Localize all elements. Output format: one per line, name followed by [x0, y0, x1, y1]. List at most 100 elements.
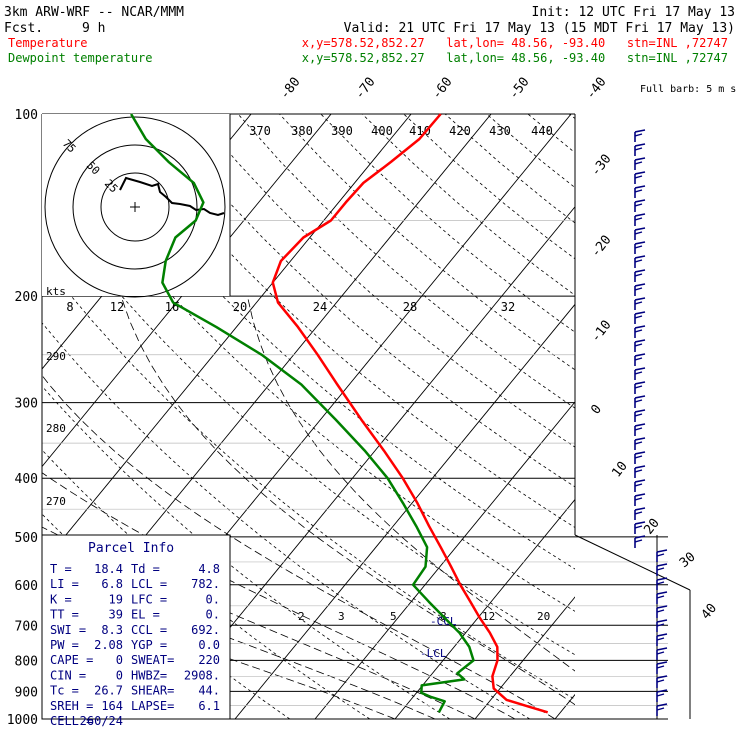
wind-barb	[634, 423, 646, 427]
temperature-tick-label: -30	[588, 152, 614, 180]
wind-barb	[656, 595, 665, 599]
parcel-info-cell: 0	[116, 668, 123, 682]
wind-barb	[656, 689, 668, 693]
parcel-info-cell: EL =	[131, 608, 160, 622]
hodograph-axis-label: 28	[403, 300, 417, 314]
isotherm-line	[234, 303, 575, 719]
forecast-hours: 9 h	[82, 21, 105, 36]
hodograph-axis-label: 12	[110, 300, 124, 314]
dry-adiabat	[486, 114, 575, 189]
isotherm-line	[554, 693, 575, 719]
wind-barb	[634, 199, 646, 203]
temperature-tick-label: 0	[588, 402, 605, 417]
parcel-info-cell: 0.0	[198, 638, 220, 652]
isotherm-line	[474, 596, 575, 719]
wind-barb	[634, 525, 643, 529]
theta-top-label: 440	[531, 124, 553, 138]
parcel-info-cell: HWBZ=	[131, 668, 167, 682]
sounding-profiles	[130, 113, 549, 714]
wind-barb	[656, 581, 665, 585]
parcel-info-cell: 692.	[191, 623, 220, 637]
wind-barb	[634, 511, 643, 515]
parcel-info-cell: TT =	[50, 608, 79, 622]
wind-barb	[634, 367, 646, 371]
pressure-tick-label: 1000	[7, 713, 38, 728]
theta-top-label: 370	[249, 124, 271, 138]
hodograph-ring	[100, 172, 170, 242]
wind-barb	[634, 273, 643, 277]
parcel-info-cell: 0.	[206, 608, 220, 622]
wind-barb	[634, 203, 643, 207]
wind-barb	[656, 567, 665, 571]
dry-adiabat	[444, 114, 575, 224]
dry-adiabat	[611, 114, 740, 719]
wind-barb	[656, 647, 668, 651]
parcel-info-cell: 26.7	[94, 684, 123, 698]
parcel-info-cell: SREH =	[50, 699, 93, 713]
parcel-info-cell: LFC =	[131, 592, 167, 606]
hodograph-units: kts	[46, 285, 66, 298]
hodograph-axis-label: 8	[66, 300, 73, 314]
temperature-tick-label: -70	[352, 75, 378, 103]
wind-barb	[634, 465, 646, 469]
wind-barb	[634, 469, 643, 473]
wind-barb	[634, 353, 646, 357]
hodograph-ring	[44, 116, 226, 298]
wind-barb	[634, 493, 646, 497]
mixing-ratio-label: 20	[537, 610, 550, 623]
parcel-info-cell: 19	[109, 592, 123, 606]
temperature-tick-label: -80	[277, 75, 303, 103]
wind-barb	[656, 549, 668, 553]
parcel-info-cell: 18.4	[94, 562, 123, 576]
dry-adiabat	[652, 114, 740, 719]
mixing-ratio-label: 12	[482, 610, 495, 623]
wind-barb	[634, 437, 646, 441]
wind-barb	[656, 703, 668, 707]
wind-barb	[634, 283, 646, 287]
parcel-info-box	[41, 534, 231, 720]
temperature-legend: Temperature	[8, 36, 87, 50]
wind-barb	[634, 329, 643, 333]
temperature-location: x,y=578.52,852.27 lat,lon= 48.56, -93.40…	[302, 36, 728, 50]
pressure-tick-label: 800	[15, 654, 38, 669]
wind-barb	[656, 553, 665, 557]
wind-barb	[634, 185, 646, 189]
parcel-info-cell: SHEAR=	[131, 684, 174, 698]
valid-time: Valid: 21 UTC Fri 17 May 13 (15 MDT Fri …	[344, 21, 735, 36]
temperature-tick-label: 20	[641, 516, 662, 538]
hodograph-temp-label: 30	[677, 550, 699, 572]
dewpoint-legend: Dewpoint temperature	[8, 51, 153, 65]
parcel-info-cell: 260/24	[80, 714, 123, 728]
parcel-info-cell: 782.	[191, 577, 220, 591]
isotherm-line	[0, 114, 11, 719]
init-time: Init: 12 UTC Fri 17 May 13	[532, 5, 736, 20]
wind-barb	[634, 143, 646, 147]
theta-top-label: 430	[489, 124, 511, 138]
wind-barb	[634, 497, 643, 501]
wind-barb	[634, 133, 643, 137]
parcel-info-cell: LI =	[50, 577, 79, 591]
dry-adiabat	[527, 114, 575, 154]
wind-barb	[656, 707, 665, 711]
wind-barb	[634, 535, 646, 539]
wind-barb	[634, 147, 643, 151]
isotherm-line	[394, 498, 575, 719]
dry-adiabat	[569, 114, 575, 120]
parcel-info-cell: Tc =	[50, 684, 79, 698]
wind-barb	[656, 619, 668, 623]
lcl-marker: -LCL	[420, 647, 447, 660]
mixing-ratio-label: 5	[390, 610, 397, 623]
isotherm-line	[42, 114, 332, 468]
wind-barb	[656, 609, 665, 613]
pressure-tick-label: 700	[15, 619, 38, 634]
parcel-info-cell: SWEAT=	[131, 653, 174, 667]
wind-barb	[634, 539, 643, 543]
wind-barb	[634, 507, 646, 511]
wind-barb	[634, 409, 646, 413]
parcel-info-cell: 0.	[206, 592, 220, 606]
forecast-label: Fcst.	[4, 21, 43, 36]
wind-barb	[634, 175, 643, 179]
wind-barb	[634, 255, 646, 259]
wind-barb	[656, 591, 668, 595]
parcel-info-cell: CIN =	[50, 668, 86, 682]
